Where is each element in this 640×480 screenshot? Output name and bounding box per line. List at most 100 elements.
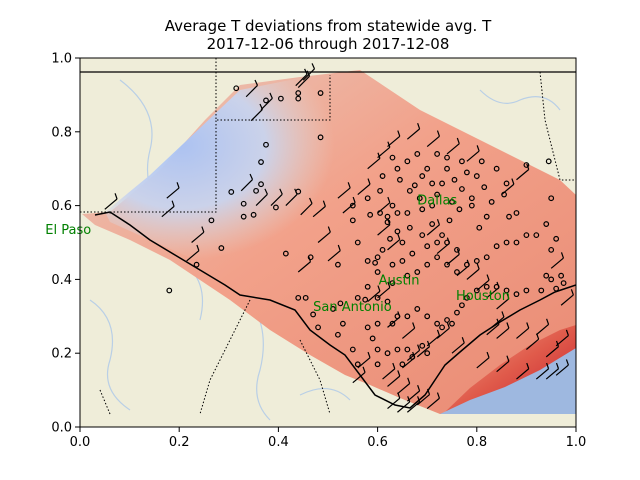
station-marker	[379, 173, 386, 179]
y-tick-label: 0.4	[51, 273, 72, 288]
station-marker	[253, 187, 259, 194]
station-marker	[468, 202, 475, 209]
station-marker	[533, 232, 540, 239]
wind-barb	[397, 396, 411, 413]
station-marker	[364, 195, 371, 202]
x-tick-label: 1.0	[566, 435, 587, 450]
station-marker	[404, 272, 411, 279]
wind-barb	[446, 248, 460, 266]
station-marker	[315, 324, 321, 331]
wind-barb	[377, 196, 391, 214]
state-borders	[80, 58, 576, 415]
station-marker	[394, 346, 401, 353]
station-marker	[295, 95, 302, 102]
station-marker	[384, 350, 391, 357]
station-marker	[419, 173, 426, 179]
station-marker	[424, 261, 431, 268]
wind-barb	[300, 197, 313, 216]
wind-barb	[426, 218, 441, 236]
station-marker	[240, 200, 247, 207]
station-marker	[330, 306, 336, 312]
station-marker	[349, 217, 356, 224]
station-marker	[354, 361, 361, 368]
x-axis-ticks: 0.0 0.2 0.4 0.6 0.8 1.0	[70, 427, 587, 450]
station-marker	[473, 287, 480, 294]
station-marker	[444, 261, 450, 268]
station-marker	[374, 269, 381, 275]
y-tick-label: 1.0	[51, 52, 72, 67]
station-marker	[354, 239, 361, 246]
x-tick-label: 0.2	[169, 435, 190, 450]
station-marker	[258, 159, 264, 165]
station-marker	[468, 195, 475, 202]
wind-barb	[496, 322, 510, 339]
station-marker	[369, 335, 376, 342]
station-marker	[493, 243, 500, 250]
wind-barb	[397, 377, 411, 395]
station-marker	[483, 254, 490, 261]
station-marker	[419, 342, 426, 349]
wind-barb	[104, 193, 118, 210]
station-marker	[406, 224, 413, 231]
chart-title-line-2: 2017-12-06 through 2017-12-08	[207, 35, 450, 53]
station-marker	[354, 294, 361, 301]
station-marker	[374, 254, 381, 261]
station-marker	[364, 283, 371, 290]
wind-barb	[426, 392, 441, 410]
wind-barb	[186, 244, 200, 262]
station-marker	[454, 309, 460, 316]
station-marker	[282, 250, 289, 257]
station-marker	[273, 204, 279, 211]
station-marker	[424, 243, 431, 250]
wind-barb	[501, 178, 515, 195]
y-axis-ticks: 0.0 0.2 0.4 0.6 0.8 1.0	[51, 52, 80, 436]
station-marker	[451, 176, 458, 183]
wind-barb	[466, 145, 480, 162]
station-marker	[545, 158, 552, 165]
wind-barb	[496, 292, 510, 310]
station-marker	[429, 202, 436, 209]
station-marker	[543, 221, 550, 227]
wind-barb	[245, 79, 259, 98]
wind-barb	[166, 182, 180, 199]
station-marker	[429, 180, 436, 187]
station-marker	[399, 239, 406, 246]
station-marker	[389, 280, 396, 286]
station-marker	[558, 272, 565, 279]
station-marker	[506, 213, 512, 220]
wind-barb	[466, 263, 480, 280]
station-marker	[449, 320, 455, 327]
wind-barb	[402, 322, 416, 339]
wind-barb	[295, 68, 308, 87]
wind-barb	[545, 362, 560, 380]
wind-barb	[436, 322, 450, 339]
station-marker	[384, 298, 391, 305]
station-marker	[317, 134, 324, 141]
y-tick-label: 0.0	[51, 421, 72, 436]
station-marker	[240, 213, 247, 220]
station-marker	[349, 202, 356, 209]
station-marker	[434, 191, 441, 198]
station-marker	[560, 280, 567, 286]
station-marker	[414, 306, 421, 312]
city-label-san-antonio: San Antonio	[313, 300, 392, 315]
station-marker	[389, 154, 396, 161]
station-marker	[406, 187, 413, 194]
station-marker	[374, 346, 381, 353]
station-marker	[548, 246, 555, 253]
wind-barb	[456, 259, 470, 277]
wind-barb	[516, 163, 530, 181]
wind-barb	[436, 237, 450, 255]
wind-barb	[382, 362, 396, 380]
city-label-houston: Houston	[456, 289, 510, 304]
station-marker	[372, 259, 379, 266]
wind-barb	[451, 337, 465, 354]
wind-barb	[416, 388, 431, 406]
wind-barb	[555, 329, 569, 347]
wind-barb	[535, 362, 550, 380]
city-label-austin: Austin	[379, 274, 420, 289]
station-marker	[414, 269, 421, 275]
station-marker	[389, 202, 396, 209]
wind-barb	[357, 178, 371, 195]
station-marker	[434, 151, 441, 157]
